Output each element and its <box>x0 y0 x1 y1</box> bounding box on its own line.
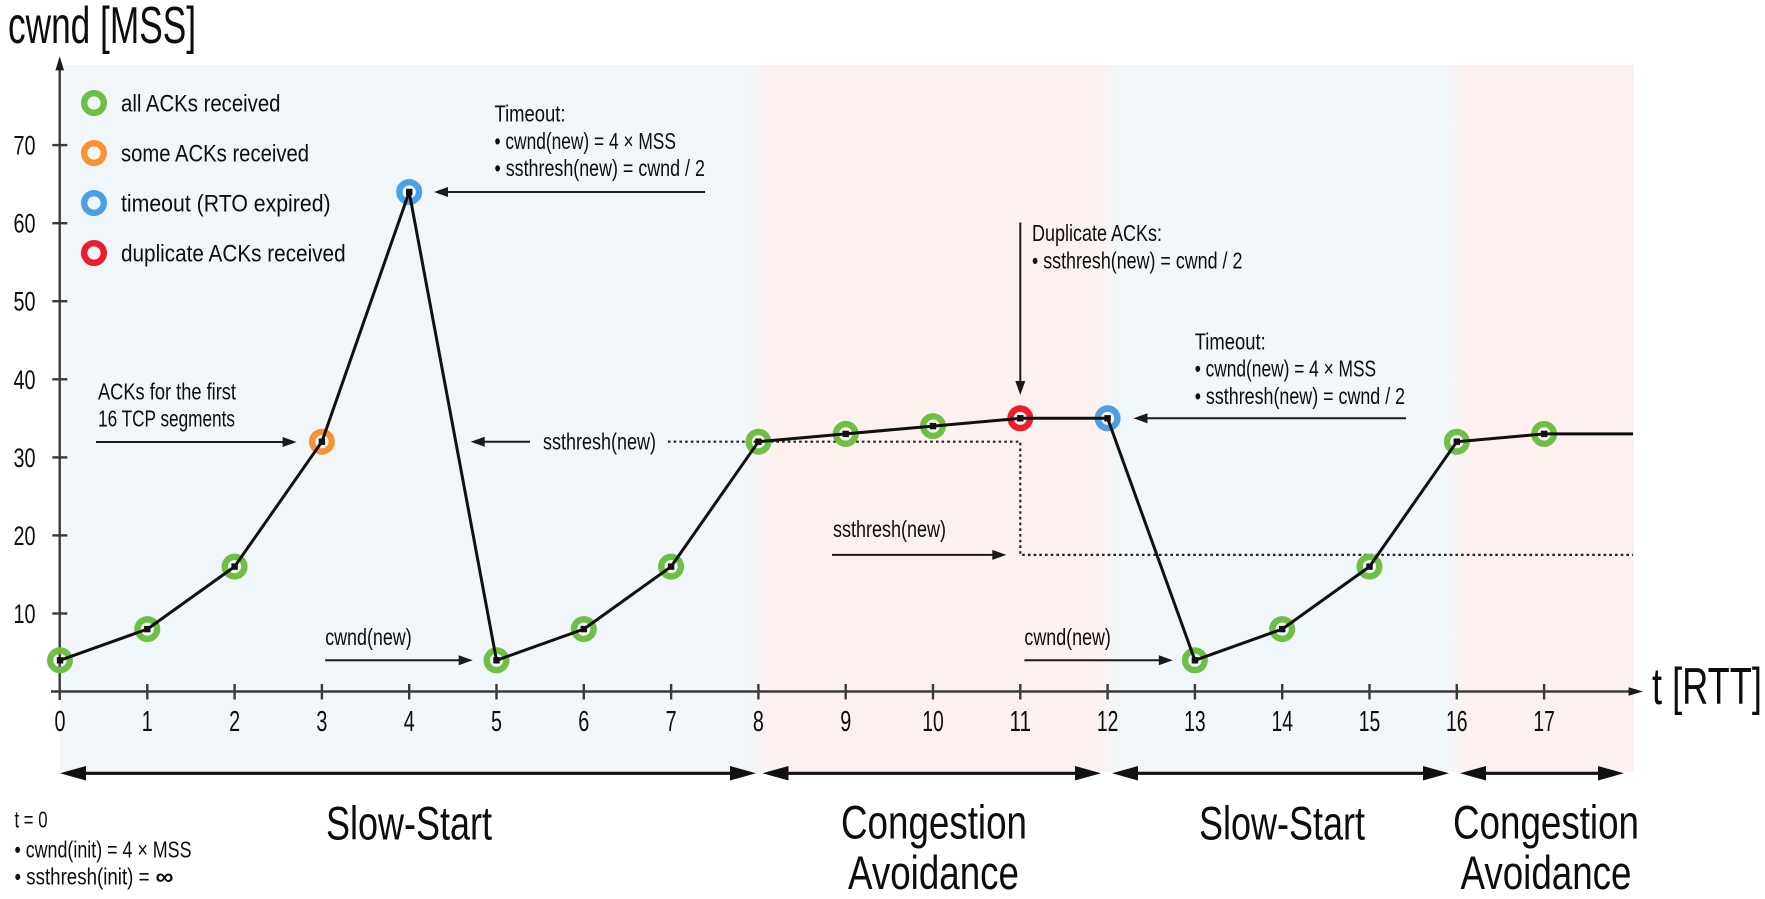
svg-text:cwnd(new): cwnd(new) <box>325 624 412 650</box>
svg-text:ssthresh(new): ssthresh(new) <box>833 516 946 542</box>
svg-text:8: 8 <box>753 706 764 738</box>
svg-text:30: 30 <box>14 443 36 473</box>
svg-text:13: 13 <box>1184 706 1206 738</box>
svg-text:• cwnd(init) = 4 × MSS: • cwnd(init) = 4 × MSS <box>15 836 192 862</box>
svg-text:Slow-Start: Slow-Start <box>1199 798 1365 851</box>
svg-text:15: 15 <box>1359 706 1381 738</box>
svg-text:some ACKs received: some ACKs received <box>121 141 309 168</box>
svg-text:16: 16 <box>1446 706 1468 738</box>
svg-text:ssthresh(new): ssthresh(new) <box>543 429 656 455</box>
svg-text:9: 9 <box>840 706 851 738</box>
svg-text:• ssthresh(init) =: • ssthresh(init) = <box>15 864 150 890</box>
svg-text:10: 10 <box>922 706 944 738</box>
svg-text:Congestion: Congestion <box>841 797 1027 850</box>
svg-text:• ssthresh(new) = cwnd / 2: • ssthresh(new) = cwnd / 2 <box>1032 247 1242 273</box>
svg-text:10: 10 <box>14 599 36 629</box>
svg-text:3: 3 <box>316 706 327 738</box>
svg-text:Duplicate ACKs:: Duplicate ACKs: <box>1032 220 1162 246</box>
svg-text:16 TCP segments: 16 TCP segments <box>98 406 235 432</box>
svg-text:all ACKs received: all ACKs received <box>121 91 281 118</box>
svg-text:70: 70 <box>14 131 36 161</box>
svg-text:duplicate ACKs received: duplicate ACKs received <box>121 241 346 268</box>
svg-text:Timeout:: Timeout: <box>1195 328 1266 354</box>
svg-text:2: 2 <box>229 706 240 738</box>
svg-text:cwnd [MSS]: cwnd [MSS] <box>8 0 196 55</box>
svg-text:ACKs for the first: ACKs for the first <box>98 379 236 405</box>
svg-text:Avoidance: Avoidance <box>848 847 1019 899</box>
svg-text:t = 0: t = 0 <box>15 807 48 833</box>
svg-text:cwnd(new): cwnd(new) <box>1024 624 1111 650</box>
svg-text:5: 5 <box>491 706 502 738</box>
svg-text:• ssthresh(new) = cwnd / 2: • ssthresh(new) = cwnd / 2 <box>495 155 705 181</box>
svg-text:4: 4 <box>404 706 415 738</box>
svg-text:11: 11 <box>1010 706 1032 738</box>
svg-text:Congestion: Congestion <box>1453 797 1639 850</box>
svg-text:Avoidance: Avoidance <box>1461 847 1632 899</box>
svg-text:• cwnd(new) = 4 × MSS: • cwnd(new) = 4 × MSS <box>1195 356 1376 382</box>
svg-text:50: 50 <box>14 287 36 317</box>
svg-text:1: 1 <box>142 706 153 738</box>
svg-text:Slow-Start: Slow-Start <box>326 798 492 851</box>
svg-text:14: 14 <box>1271 706 1293 738</box>
svg-text:60: 60 <box>14 209 36 239</box>
svg-text:∞: ∞ <box>156 864 174 890</box>
svg-text:40: 40 <box>14 365 36 395</box>
svg-text:Timeout:: Timeout: <box>495 101 566 127</box>
svg-text:• cwnd(new) = 4 × MSS: • cwnd(new) = 4 × MSS <box>495 128 676 154</box>
svg-text:t [RTT]: t [RTT] <box>1652 658 1762 716</box>
svg-text:12: 12 <box>1097 706 1119 738</box>
svg-text:• ssthresh(new) = cwnd / 2: • ssthresh(new) = cwnd / 2 <box>1195 383 1405 409</box>
svg-text:20: 20 <box>14 521 36 551</box>
svg-text:timeout (RTO expired): timeout (RTO expired) <box>121 191 331 218</box>
svg-text:0: 0 <box>55 706 66 738</box>
svg-text:6: 6 <box>578 706 589 738</box>
svg-text:17: 17 <box>1533 706 1555 738</box>
svg-text:7: 7 <box>666 706 677 738</box>
